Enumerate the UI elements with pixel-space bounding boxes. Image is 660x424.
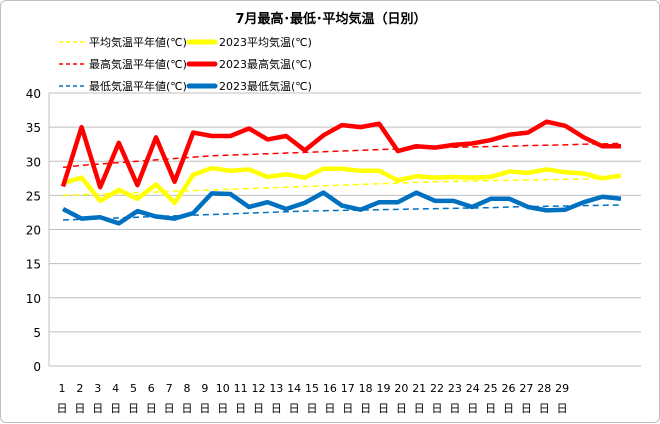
x-tick-suffix: 日 [324, 402, 335, 415]
x-tick-suffix: 日 [146, 402, 157, 415]
y-tick-label: 0 [33, 360, 41, 374]
x-tick-suffix: 日 [199, 402, 210, 415]
x-tick-suffix: 日 [467, 402, 478, 415]
y-tick-label: 30 [26, 155, 41, 169]
x-tick-suffix: 日 [235, 402, 246, 415]
x-tick-suffix: 日 [485, 402, 496, 415]
y-tick-label: 5 [33, 326, 41, 340]
legend-label: 2023平均気温(℃) [219, 35, 312, 49]
x-tick-suffix: 日 [128, 402, 139, 415]
y-tick-label: 15 [26, 258, 41, 272]
x-tick-label: 6 [148, 382, 155, 395]
x-tick-label: 29 [555, 382, 569, 395]
legend-label: 最高気温平年値(℃) [89, 57, 187, 71]
x-tick-label: 16 [323, 382, 337, 395]
x-tick-suffix: 日 [110, 402, 121, 415]
x-tick-label: 8 [184, 382, 191, 395]
x-tick-label: 11 [234, 382, 248, 395]
x-tick-suffix: 日 [342, 402, 353, 415]
x-tick-suffix: 日 [74, 402, 85, 415]
x-tick-label: 12 [251, 382, 265, 395]
x-tick-label: 13 [269, 382, 283, 395]
x-tick-suffix: 日 [289, 402, 300, 415]
x-tick-label: 4 [112, 382, 119, 395]
x-tick-suffix: 日 [521, 402, 532, 415]
chart-title: 7月最高･最低･平均気温（日別） [235, 11, 426, 27]
x-tick-label: 27 [519, 382, 533, 395]
y-tick-label: 40 [26, 87, 41, 101]
x-tick-suffix: 日 [539, 402, 550, 415]
x-tick-label: 10 [216, 382, 230, 395]
x-tick-suffix: 日 [360, 402, 371, 415]
x-tick-suffix: 日 [217, 402, 228, 415]
x-tick-suffix: 日 [182, 402, 193, 415]
x-tick-label: 19 [376, 382, 390, 395]
x-tick-suffix: 日 [378, 402, 389, 415]
x-tick-label: 7 [166, 382, 173, 395]
series-line [62, 176, 622, 197]
y-tick-label: 35 [26, 121, 41, 135]
x-tick-label: 21 [412, 382, 426, 395]
x-tick-suffix: 日 [307, 402, 318, 415]
x-tick-suffix: 日 [92, 402, 103, 415]
x-tick-label: 3 [94, 382, 101, 395]
x-tick-label: 24 [466, 382, 480, 395]
x-tick-suffix: 日 [271, 402, 282, 415]
x-tick-label: 26 [502, 382, 516, 395]
x-tick-suffix: 日 [503, 402, 514, 415]
legend-label: 2023最低気温(℃) [219, 79, 312, 93]
legend-label: 2023最高気温(℃) [219, 57, 312, 71]
x-tick-suffix: 日 [396, 402, 407, 415]
x-tick-label: 17 [341, 382, 355, 395]
x-tick-label: 23 [448, 382, 462, 395]
series-line [60, 119, 621, 190]
x-tick-label: 22 [430, 382, 444, 395]
x-tick-suffix: 日 [414, 402, 425, 415]
series-line [62, 142, 622, 169]
x-tick-suffix: 日 [57, 402, 68, 415]
y-tick-label: 10 [26, 292, 41, 306]
x-tick-label: 25 [484, 382, 498, 395]
x-tick-suffix: 日 [557, 402, 568, 415]
legend-label: 最低気温平年値(℃) [89, 79, 187, 93]
x-tick-label: 1 [59, 382, 66, 395]
x-tick-label: 15 [305, 382, 319, 395]
x-tick-suffix: 日 [449, 402, 460, 415]
x-tick-suffix: 日 [164, 402, 175, 415]
x-tick-label: 2 [76, 382, 83, 395]
x-tick-label: 5 [130, 382, 137, 395]
x-tick-label: 28 [537, 382, 551, 395]
x-tick-suffix: 日 [253, 402, 264, 415]
x-tick-label: 18 [359, 382, 373, 395]
x-tick-label: 9 [201, 382, 208, 395]
legend-label: 平均気温平年値(℃) [89, 35, 187, 49]
x-tick-label: 14 [287, 382, 301, 395]
series-line [62, 165, 622, 206]
series-line [61, 190, 622, 226]
y-tick-label: 25 [26, 189, 41, 203]
x-tick-suffix: 日 [432, 402, 443, 415]
y-tick-label: 20 [26, 224, 41, 238]
x-tick-label: 20 [394, 382, 408, 395]
